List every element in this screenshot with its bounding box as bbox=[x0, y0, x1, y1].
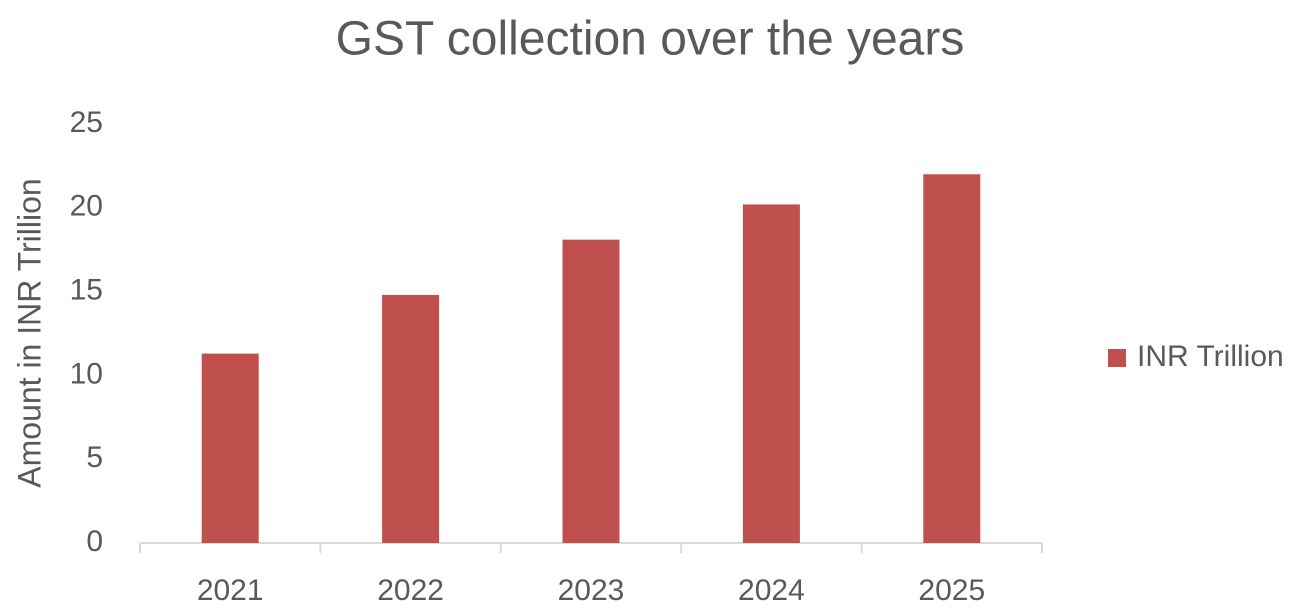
bar bbox=[201, 353, 259, 543]
legend-swatch bbox=[1108, 349, 1126, 367]
y-axis-title: Amount in INR Trillion bbox=[11, 178, 47, 487]
y-tick-label: 5 bbox=[86, 441, 103, 474]
x-tick-label: 2024 bbox=[738, 574, 805, 607]
x-tick-label: 2025 bbox=[918, 574, 985, 607]
y-tick-label: 10 bbox=[70, 357, 103, 390]
bar bbox=[923, 174, 981, 543]
legend-label: INR Trillion bbox=[1137, 340, 1284, 373]
x-tick-label: 2022 bbox=[377, 574, 444, 607]
x-tick-label: 2021 bbox=[197, 574, 264, 607]
y-tick-label: 25 bbox=[70, 106, 103, 139]
chart-title: GST collection over the years bbox=[336, 13, 965, 66]
bar bbox=[382, 294, 440, 543]
bar bbox=[562, 239, 620, 544]
x-tick-label: 2023 bbox=[558, 574, 625, 607]
y-tick-label: 0 bbox=[86, 525, 103, 558]
y-tick-label: 20 bbox=[70, 190, 103, 223]
bar bbox=[742, 204, 800, 543]
y-tick-label: 15 bbox=[70, 274, 103, 307]
